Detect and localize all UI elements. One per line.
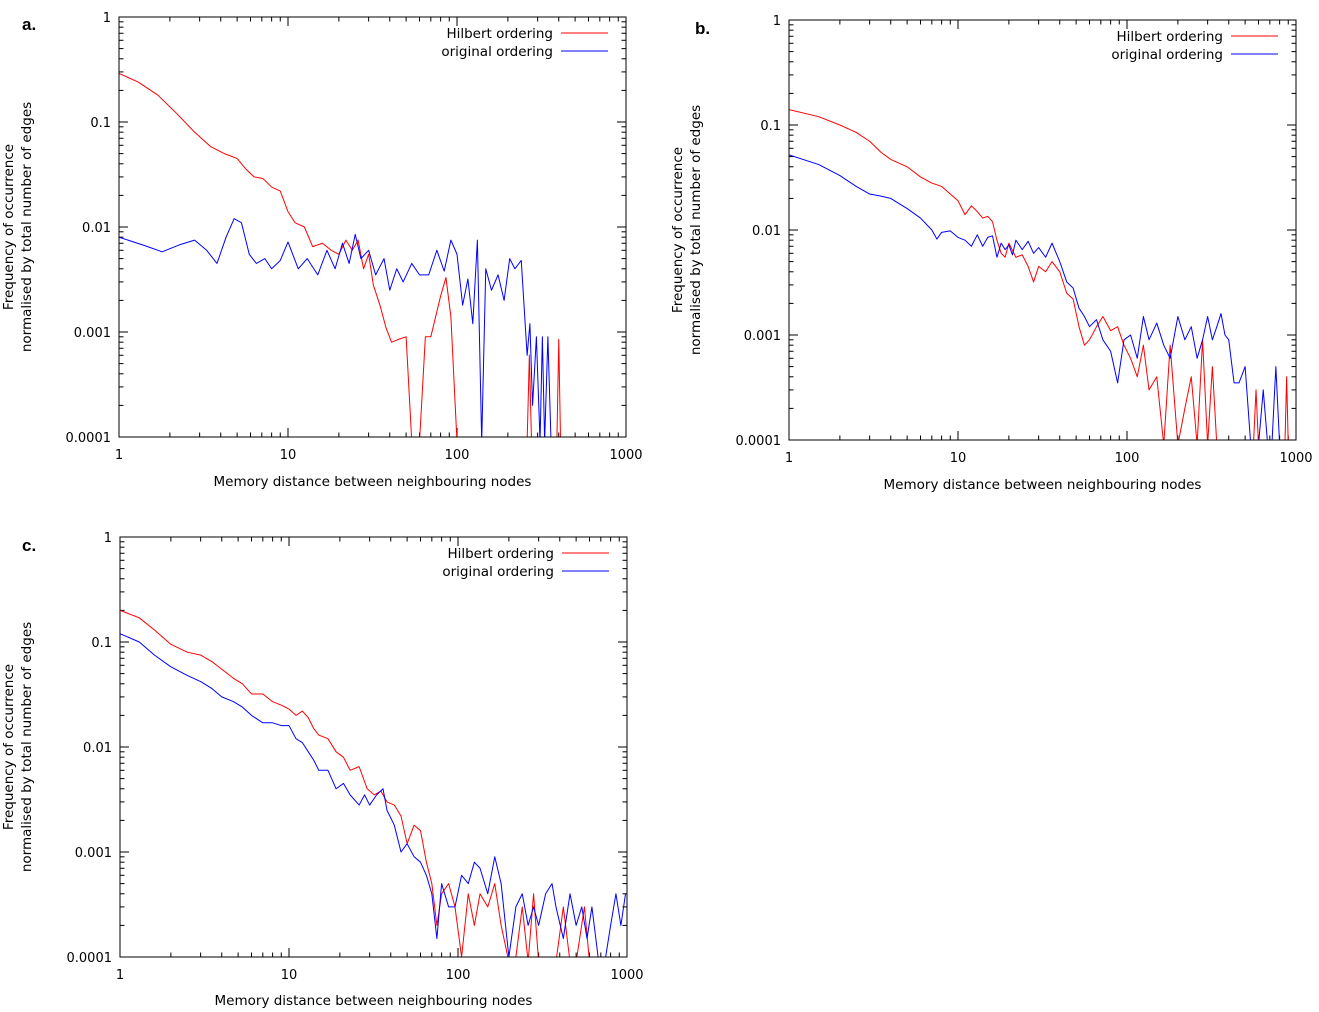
panel-label: c. — [22, 536, 36, 555]
x-tick-label: 1000 — [609, 448, 642, 463]
legend-label: original ordering — [1111, 47, 1223, 63]
x-tick-label: 10 — [950, 451, 967, 466]
x-tick-label: 1000 — [1279, 451, 1312, 466]
chart-panel: a. 1 10 100 1000 0.0001 0.001 0.01 0.1 1 Hilbert o… — [1, 11, 643, 490]
series-line-original — [119, 218, 552, 438]
y-axis-title: normalised by total number of edges — [19, 102, 35, 352]
y-tick-label: 0.01 — [83, 741, 112, 756]
x-axis-title: Memory distance between neighbouring nod… — [214, 474, 532, 490]
x-axis-title: Memory distance between neighbouring nod… — [884, 477, 1202, 493]
series-line-hilbert — [120, 609, 590, 958]
chart-panel: b. 1 10 100 1000 0.0001 0.001 0.01 0.1 1 Hilbert o… — [670, 14, 1313, 493]
series-line-original — [789, 154, 1280, 441]
plot-frame — [788, 19, 1297, 441]
legend-label: original ordering — [441, 44, 553, 60]
plot-frame — [118, 16, 627, 438]
series-line-original — [120, 633, 627, 958]
y-tick-label: 1 — [773, 14, 781, 29]
legend-label: original ordering — [442, 564, 554, 580]
y-axis-title: normalised by total number of edges — [19, 622, 35, 872]
series-line-hilbert — [789, 109, 1289, 441]
y-tick-label: 0.1 — [91, 636, 112, 651]
x-tick-label: 100 — [445, 448, 470, 463]
y-axis-title: normalised by total number of edges — [688, 105, 704, 355]
x-tick-label: 1000 — [610, 968, 643, 983]
y-axis-title: Frequency of occurrence — [670, 147, 686, 313]
panel-label: a. — [22, 15, 36, 34]
charts-container: a. 1 10 100 1000 0.0001 0.001 0.01 0.1 1 Hilbert o… — [1, 11, 1313, 1009]
y-tick-label: 1 — [103, 11, 111, 26]
y-axis-title: Frequency of occurrence — [1, 144, 17, 310]
y-tick-label: 0.1 — [760, 119, 781, 134]
x-tick-label: 1 — [116, 968, 124, 983]
chart-panel: c. 1 10 100 1000 0.0001 0.001 0.01 0.1 1 Hilbert o… — [1, 531, 644, 1009]
y-tick-label: 1 — [104, 531, 112, 546]
x-tick-label: 10 — [280, 448, 297, 463]
y-tick-label: 0.01 — [82, 221, 111, 236]
legend-label: Hilbert ordering — [446, 26, 553, 42]
legend-label: Hilbert ordering — [447, 546, 554, 562]
x-axis-title: Memory distance between neighbouring nod… — [215, 993, 533, 1009]
panel-label: b. — [695, 19, 710, 38]
y-tick-label: 0.001 — [74, 326, 111, 341]
x-tick-label: 100 — [1115, 451, 1140, 466]
x-tick-label: 100 — [446, 968, 471, 983]
y-tick-label: 0.0001 — [66, 431, 112, 446]
y-axis-title: Frequency of occurrence — [1, 664, 17, 830]
x-tick-label: 1 — [115, 448, 123, 463]
series-line-hilbert — [119, 72, 561, 438]
y-tick-label: 0.0001 — [67, 951, 113, 966]
y-tick-label: 0.1 — [90, 116, 111, 131]
plot-frame — [119, 536, 628, 958]
y-tick-label: 0.0001 — [736, 434, 782, 449]
x-tick-label: 1 — [785, 451, 793, 466]
y-tick-label: 0.001 — [744, 329, 781, 344]
legend-label: Hilbert ordering — [1116, 29, 1223, 45]
y-tick-label: 0.001 — [75, 846, 112, 861]
y-tick-label: 0.01 — [752, 224, 781, 239]
x-tick-label: 10 — [281, 968, 298, 983]
